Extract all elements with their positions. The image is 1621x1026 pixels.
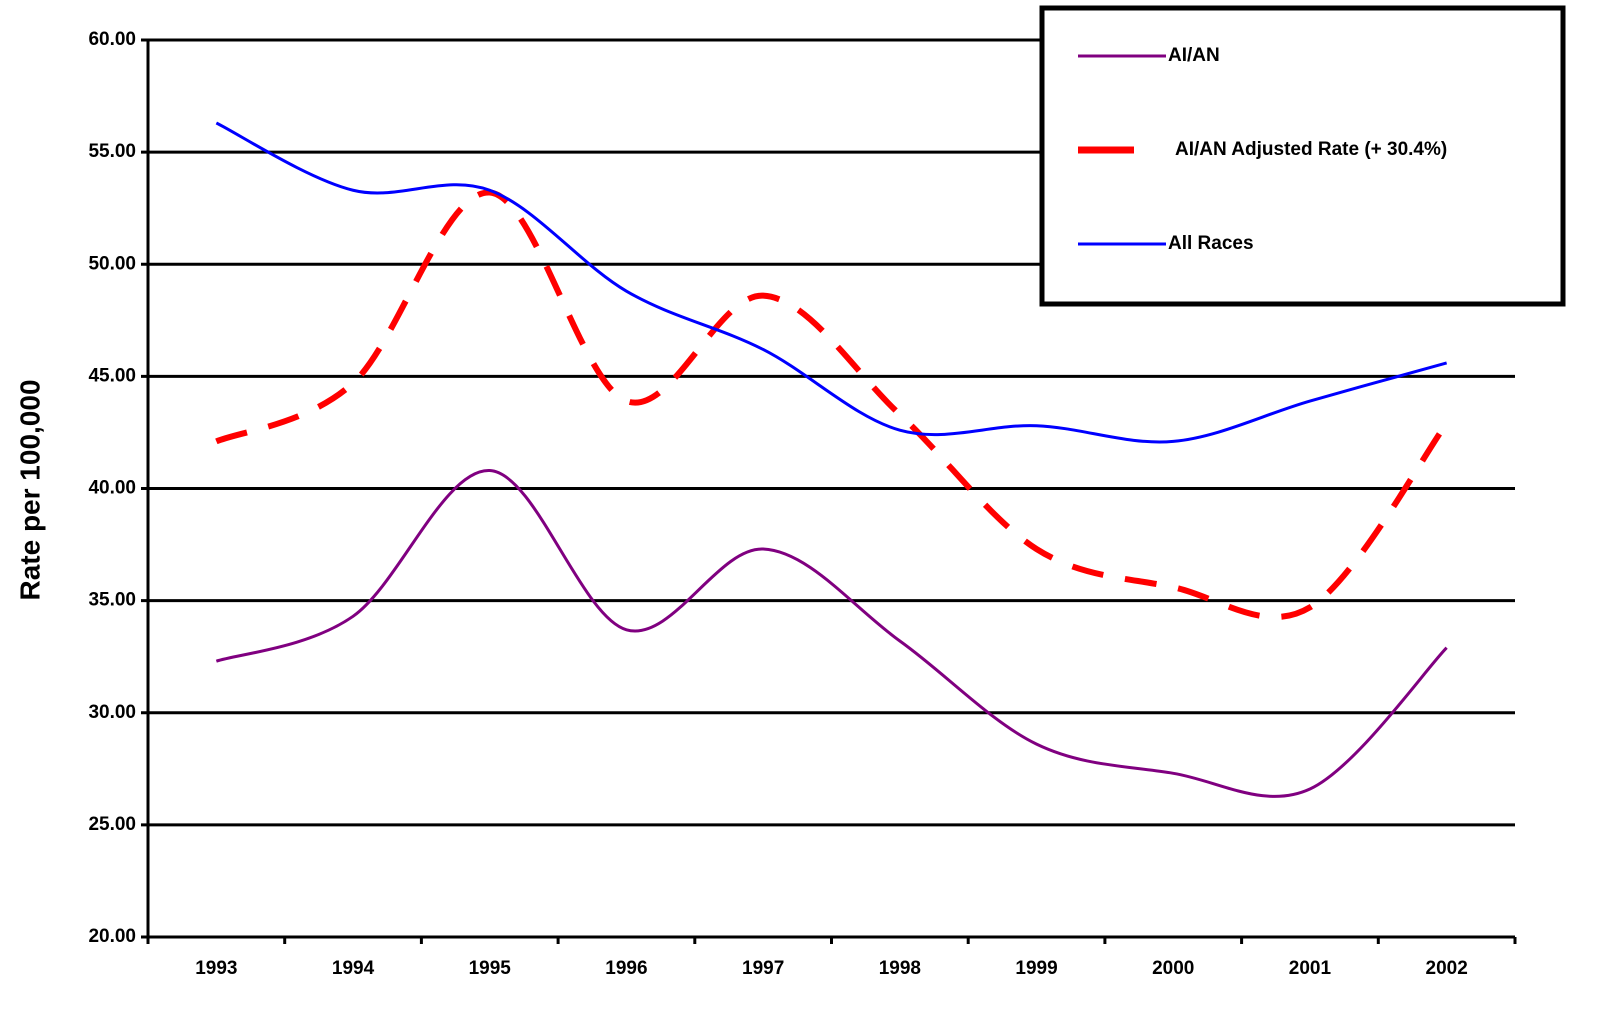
y-tick-label: 45.00 xyxy=(88,365,136,386)
legend-label: All Races xyxy=(1168,233,1254,254)
data-line xyxy=(215,469,1448,798)
x-tick-label: 2000 xyxy=(1152,958,1194,979)
y-tick-label: 50.00 xyxy=(88,253,136,274)
x-tick-label: 1996 xyxy=(605,958,647,979)
x-tick-label: 1997 xyxy=(742,958,784,979)
legend-label: AI/AN xyxy=(1168,45,1220,66)
y-tick-label: 55.00 xyxy=(88,141,136,162)
x-tick-label: 1998 xyxy=(879,958,921,979)
legend: AI/AN AI/AN Adjusted Rate (+ 30.4%) All Ra… xyxy=(1039,5,1566,307)
y-tick-label: 60.00 xyxy=(88,29,136,50)
y-tick-label: 30.00 xyxy=(88,702,136,723)
y-axis-label: Rate per 100,000 xyxy=(14,379,45,600)
x-tick-label: 1994 xyxy=(332,958,375,979)
legend-label: AI/AN Adjusted Rate (+ 30.4%) xyxy=(1175,139,1447,160)
x-tick-label: 2002 xyxy=(1426,958,1468,979)
x-tick-label: 1999 xyxy=(1015,958,1057,979)
data-line xyxy=(215,189,1450,620)
x-tick-label: 2001 xyxy=(1289,958,1332,979)
y-tick-label: 20.00 xyxy=(88,926,136,947)
y-tick-label: 25.00 xyxy=(88,814,136,835)
data-line xyxy=(215,121,1448,444)
x-tick-label: 1995 xyxy=(469,958,512,979)
y-tick-label: 40.00 xyxy=(88,478,136,499)
y-tick-label: 35.00 xyxy=(88,590,136,611)
x-tick-label: 1993 xyxy=(195,958,237,979)
